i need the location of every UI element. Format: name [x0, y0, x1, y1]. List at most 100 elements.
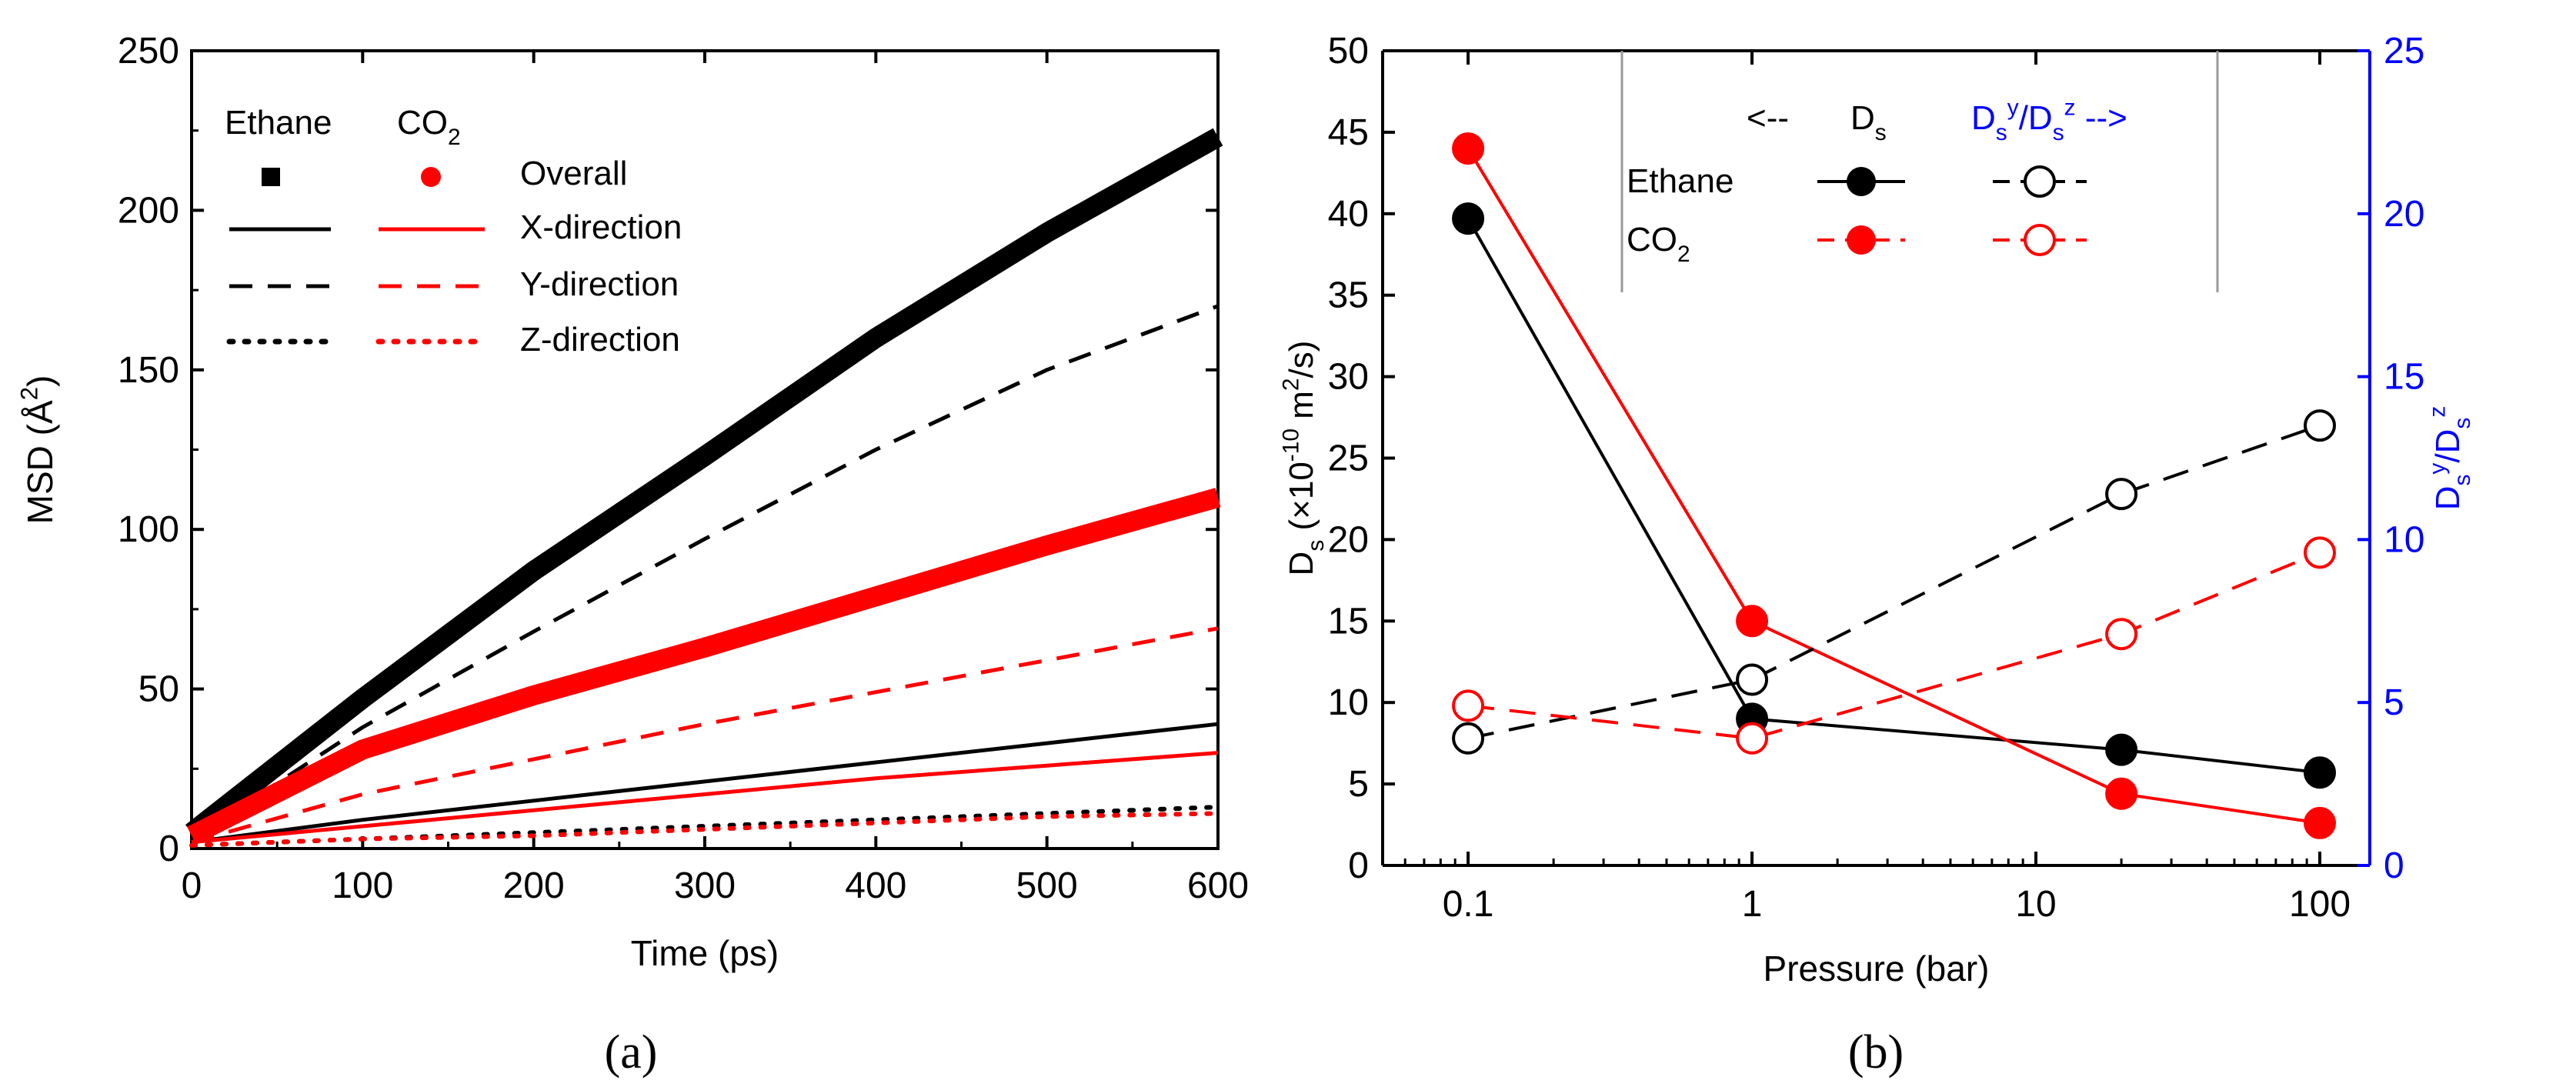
panel-b: 0.1 1 10 100 0 5 10 15 20 25 30 35 40 45 50 0 5 10 15 20 25 P…	[1328, 31, 2425, 1079]
x-tick-label: 300	[674, 865, 736, 906]
series-line-co2-y-direction	[191, 626, 1219, 845]
series-line-ethane-overall	[185, 128, 1223, 841]
point-ethane-dsy-dsz	[1452, 722, 1485, 755]
y2-tick-label: 5	[2384, 682, 2404, 723]
legend-marker-ethane-ratio	[2024, 165, 2056, 198]
legend-label-co2-part: CO	[1627, 221, 1677, 258]
legend-ratio-header-part: -->	[2076, 99, 2127, 137]
y-tick-label: 25	[1328, 438, 1369, 479]
y-axis-title-part: 2	[1279, 378, 1304, 391]
y-axis-title: MSD (Å2)	[16, 375, 60, 525]
legend-label-z-direction: Z-direction	[520, 321, 680, 358]
y-tick-label: 150	[118, 350, 179, 391]
y2-axis-title-part: D	[2429, 486, 2467, 511]
point-ethane-dsy-dsz	[2105, 478, 2138, 511]
x-tick-label: 0	[182, 865, 202, 906]
y-tick-label: 0	[1348, 845, 1369, 886]
x-tick-label: 400	[845, 865, 906, 906]
series-line-ethane-dsy-dsz	[1467, 424, 2321, 740]
legend-ds-header-part: D	[1850, 99, 1875, 137]
legend-co2-header: CO2	[397, 104, 461, 150]
y-tick-label: 35	[1328, 275, 1369, 316]
y2-axis-title: Dsy/Dsz	[2425, 406, 2476, 511]
y-axis-title-part: 2	[16, 387, 43, 400]
legend-co2-header-part: 2	[448, 125, 461, 150]
y2-tick-label: 20	[2384, 194, 2424, 235]
legend-ratio-header: Dsy/Dsz -->	[1971, 95, 2127, 146]
series-line-co2-dsy-dsz	[1467, 551, 2321, 740]
legend-label-co2: CO2	[1627, 221, 1690, 267]
legend-marker-co2-ds	[1847, 225, 1876, 255]
y2-tick-label: 25	[2384, 31, 2424, 72]
y-tick-label: 30	[1328, 357, 1369, 398]
y-tick-label: 100	[118, 509, 179, 550]
series-line-co2-ds	[1467, 148, 2321, 825]
y-axis-title: Ds (×10-10 m2/s)	[1279, 341, 1330, 576]
legend-ratio-header-part: /D	[2019, 99, 2053, 137]
y2-axis-title-part: y	[2425, 463, 2451, 475]
legend-label-ethane: Ethane	[1627, 162, 1733, 200]
y-axis-title-part: /s)	[1283, 341, 1320, 378]
legend-co2-header-part: CO	[397, 104, 448, 142]
y2-axis-title-part: z	[2425, 406, 2451, 418]
y-axis-title-part: (×10	[1283, 462, 1320, 540]
series-line-co2-overall	[187, 488, 1221, 845]
y2-axis-title-part: /D	[2429, 429, 2467, 463]
y-tick-label: 20	[1328, 519, 1369, 560]
legend-marker-ethane-ds	[1847, 167, 1876, 196]
point-ethane-ds	[2304, 756, 2337, 789]
y-axis-title-part: m	[1283, 391, 1320, 428]
legend-ethane-header: Ethane	[225, 104, 332, 142]
y2-tick-label: 15	[2384, 357, 2424, 398]
y-axis-title-part: )	[20, 375, 60, 387]
series-line-co2-z-direction	[189, 811, 1220, 848]
y-axis-title-part: -10	[1279, 428, 1304, 462]
point-co2-ds	[1736, 605, 1769, 638]
point-ethane-dsy-dsz	[1736, 663, 1769, 696]
point-co2-dsy-dsz	[2105, 618, 2138, 651]
x-tick-label: 10	[2015, 884, 2056, 925]
legend-ratio-header-part: D	[1971, 99, 1996, 137]
legend-ratio-header-part: y	[2007, 95, 2019, 121]
legend-marker-co2-overall	[421, 167, 441, 187]
series-line-ethane-x-direction	[191, 722, 1219, 845]
y-axis-title-part: MSD (Å	[20, 400, 60, 524]
legend-ratio-header-part: z	[2064, 95, 2076, 121]
y2-axis-title-part: s	[2450, 418, 2475, 429]
y-tick-label: 5	[1348, 764, 1369, 805]
point-co2-dsy-dsz	[1736, 722, 1769, 755]
series-line-co2-x-direction	[191, 751, 1219, 845]
point-co2-dsy-dsz	[2304, 536, 2337, 569]
x-tick-label: 0.1	[1443, 884, 1494, 925]
y-tick-label: 50	[138, 669, 179, 710]
x-tick-label: 200	[503, 865, 565, 906]
panel-label-a: (a)	[605, 1026, 658, 1079]
point-ethane-ds	[1452, 202, 1485, 235]
point-co2-ds	[2304, 806, 2337, 839]
legend-label-y-direction: Y-direction	[520, 265, 679, 303]
x-tick-label: 100	[332, 865, 393, 906]
legend-label-overall: Overall	[520, 155, 627, 192]
x-axis-title: Time (ps)	[631, 933, 779, 973]
point-co2-ds	[2105, 777, 2138, 810]
y2-tick-label: 10	[2384, 519, 2424, 560]
x-tick-label: 500	[1016, 865, 1078, 906]
y-tick-label: 45	[1328, 112, 1369, 153]
point-ethane-dsy-dsz	[2304, 409, 2337, 442]
y-axis-title-part: D	[1283, 552, 1320, 576]
point-co2-ds	[1452, 132, 1485, 165]
y-tick-label: 200	[118, 190, 179, 231]
legend-label-x-direction: X-direction	[520, 208, 682, 246]
point-ethane-ds	[2105, 733, 2138, 766]
series-line-ethane-y-direction	[190, 304, 1219, 841]
y-tick-label: 0	[158, 829, 179, 869]
y-tick-label: 40	[1328, 194, 1369, 235]
y-tick-label: 250	[118, 31, 179, 72]
x-tick-label: 1	[1742, 884, 1763, 925]
series-line-ethane-ds	[1467, 218, 2321, 775]
legend-marker-co2-ratio	[2024, 224, 2056, 256]
y-tick-label: 15	[1328, 601, 1369, 642]
point-co2-dsy-dsz	[1452, 689, 1485, 722]
x-tick-label: 600	[1187, 865, 1249, 906]
